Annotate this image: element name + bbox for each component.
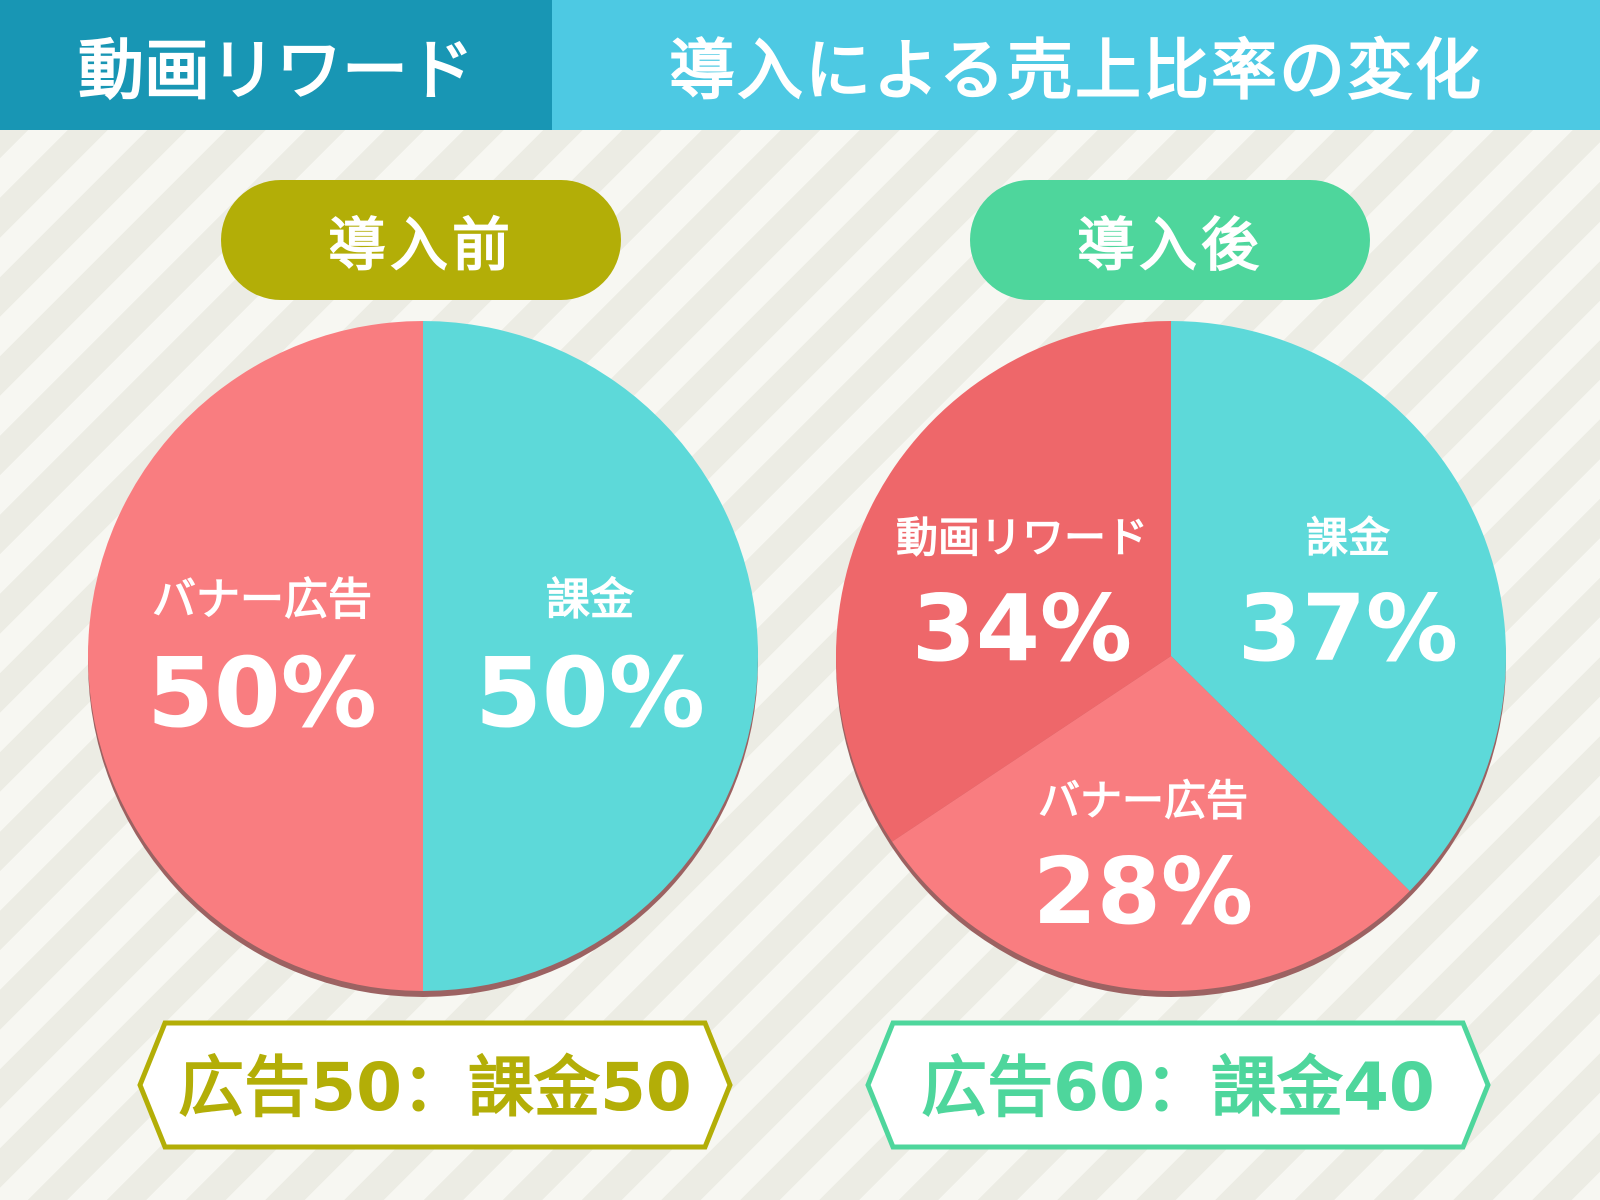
slice-name-1-2: 動画リワード bbox=[896, 513, 1148, 562]
pie-chart-before: 課金 50% バナー広告 50% bbox=[88, 321, 758, 997]
header-title: 導入による売上比率の変化 bbox=[552, 0, 1600, 130]
pie-slice-1-2 bbox=[836, 321, 1171, 842]
ratio-text-before: 広告50：課金50 bbox=[178, 1049, 692, 1126]
header: 動画リワード 導入による売上比率の変化 bbox=[0, 0, 1600, 130]
before-title-pill: 導入前 bbox=[221, 180, 621, 300]
after-title-pill: 導入後 bbox=[970, 180, 1370, 300]
slice-value-1-1: 28% bbox=[1033, 838, 1253, 945]
slice-value-1-2: 34% bbox=[912, 575, 1132, 682]
header-tag: 動画リワード bbox=[0, 0, 552, 130]
slice-name-0-0: 課金 bbox=[546, 574, 635, 625]
pie-slice-1-0 bbox=[1171, 321, 1507, 891]
slice-value-1-0: 37% bbox=[1238, 575, 1458, 682]
slice-name-0-1: バナー広告 bbox=[152, 574, 372, 625]
pie-slice-0-0 bbox=[423, 321, 758, 991]
pie-chart-after: 課金 37% バナー広告 28% 動画リワード 34% bbox=[836, 321, 1507, 997]
ratio-box-before: 広告50：課金50 bbox=[137, 1020, 733, 1150]
pie-slice-1-1 bbox=[892, 656, 1410, 991]
pie-slice-0-1 bbox=[88, 321, 423, 991]
ratio-text-after: 広告60：課金40 bbox=[921, 1049, 1435, 1126]
slice-name-1-1: バナー広告 bbox=[1038, 776, 1248, 825]
slice-value-0-1: 50% bbox=[147, 637, 377, 749]
slice-value-0-0: 50% bbox=[475, 637, 705, 749]
slice-name-1-0: 課金 bbox=[1306, 513, 1391, 562]
ratio-box-after: 広告60：課金40 bbox=[865, 1020, 1491, 1150]
